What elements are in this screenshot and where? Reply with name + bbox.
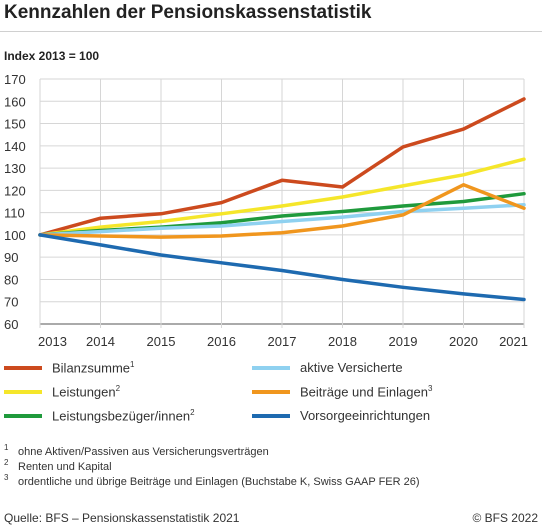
- line-chart: 60 70 80 90 100 110 120 130 140 150 160 170 2013 2014…: [4, 72, 528, 349]
- x-tick-label: 2013: [38, 334, 67, 349]
- source-note: Quelle: BFS – Pensionskassenstatistik 20…: [4, 511, 240, 525]
- legend-label: Leistungsbezüger/innen2: [52, 408, 195, 423]
- legend-item: Beiträge und Einlagen3: [252, 384, 432, 399]
- series-line-1: [38, 157, 526, 237]
- x-tick-label: 2016: [207, 334, 236, 349]
- legend-label: Beiträge und Einlagen3: [300, 384, 432, 399]
- copyright-note: © BFS 2022: [472, 511, 538, 525]
- footnote-text: ohne Aktiven/Passiven aus Versicherungsv…: [18, 446, 269, 458]
- legend-item: aktive Versicherte: [252, 360, 403, 375]
- legend-item: Vorsorgeeinrichtungen: [252, 408, 430, 423]
- legend-footnote-ref: 3: [427, 384, 433, 393]
- legend-label-text: Beiträge und Einlagen: [300, 384, 428, 400]
- y-tick-label: 60: [4, 317, 18, 332]
- y-tick-label: 90: [4, 250, 18, 265]
- y-tick-label: 170: [4, 72, 26, 87]
- legend-swatch: [252, 389, 290, 394]
- legend-label: Leistungen2: [52, 384, 120, 399]
- series-line-0: [38, 97, 526, 237]
- legend-footnote-ref: 2: [115, 384, 121, 393]
- legend-label: Vorsorgeeinrichtungen: [300, 408, 430, 423]
- legend-item: Bilanzsumme1: [4, 360, 134, 375]
- legend-label-text: aktive Versicherte: [300, 360, 403, 375]
- y-tick-label: 70: [4, 295, 18, 310]
- legend-label: Bilanzsumme1: [52, 360, 134, 375]
- x-tick-label: 2018: [328, 334, 357, 349]
- x-tick-label: 2017: [268, 334, 297, 349]
- y-tick-label: 110: [4, 206, 25, 221]
- y-tick-label: 160: [4, 94, 26, 109]
- title-divider: [0, 31, 542, 32]
- legend-item: Leistungsbezüger/innen2: [4, 408, 195, 423]
- footnote-text: Renten und Kapital: [18, 461, 112, 473]
- legend-swatch: [4, 413, 42, 418]
- y-tick-label: 150: [4, 117, 26, 132]
- chart-title: Kennzahlen der Pensionskassenstatistik: [4, 2, 372, 23]
- legend-footnote-ref: 1: [130, 360, 135, 369]
- legend-label-text: Vorsorgeeinrichtungen: [300, 408, 431, 423]
- legend-label-text: Leistungsbezüger/innen: [52, 408, 191, 424]
- legend-label-text: Leistungen: [52, 384, 116, 400]
- x-tick-label: 2021: [499, 334, 528, 349]
- footnote-text: ordentliche und übrige Beiträge und Einl…: [18, 476, 420, 488]
- legend-item: Leistungen2: [4, 384, 120, 399]
- y-tick-label: 100: [4, 228, 26, 243]
- x-tick-label: 2015: [147, 334, 176, 349]
- footnote-number: 2: [4, 458, 9, 467]
- legend-swatch: [252, 365, 290, 370]
- y-tick-label: 130: [4, 161, 26, 176]
- x-tick-label: 2019: [389, 334, 418, 349]
- x-tick-label: 2014: [86, 334, 115, 349]
- legend-swatch: [4, 365, 42, 370]
- legend-footnote-ref: 2: [190, 408, 195, 417]
- x-tick-label: 2020: [449, 334, 478, 349]
- legend-label: aktive Versicherte: [300, 360, 403, 375]
- y-tick-label: 80: [4, 272, 18, 287]
- footnote-number: 1: [4, 443, 9, 452]
- y-tick-label: 140: [4, 139, 26, 154]
- footnote-number: 3: [4, 473, 9, 482]
- series-line-3: [38, 203, 526, 237]
- chart-legend: Bilanzsumme1 aktive Versicherte Leistungen…: [0, 360, 542, 440]
- chart-subtitle: Index 2013 = 100: [4, 49, 100, 63]
- legend-swatch: [4, 389, 42, 394]
- legend-label-text: Bilanzsumme: [52, 360, 131, 376]
- series-line-5: [38, 233, 526, 302]
- series-line-4: [38, 183, 526, 239]
- y-tick-label: 120: [4, 183, 26, 198]
- legend-swatch: [252, 413, 290, 418]
